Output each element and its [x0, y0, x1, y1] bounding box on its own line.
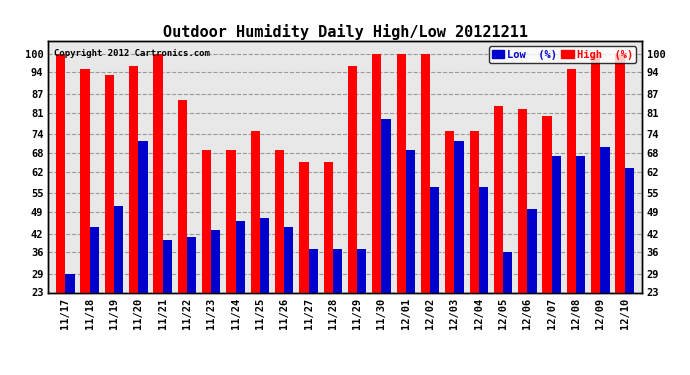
Bar: [275, 150, 284, 364]
Bar: [527, 209, 537, 364]
Bar: [552, 156, 561, 364]
Bar: [382, 119, 391, 364]
Bar: [542, 116, 552, 364]
Bar: [187, 237, 196, 364]
Bar: [299, 162, 308, 364]
Text: Copyright 2012 Cartronics.com: Copyright 2012 Cartronics.com: [55, 49, 210, 58]
Bar: [455, 141, 464, 364]
Bar: [178, 100, 187, 364]
Bar: [284, 227, 293, 364]
Bar: [226, 150, 235, 364]
Bar: [105, 75, 114, 364]
Bar: [372, 54, 382, 364]
Bar: [615, 54, 624, 364]
Bar: [260, 218, 269, 364]
Bar: [576, 156, 585, 364]
Bar: [624, 168, 634, 364]
Bar: [600, 147, 609, 364]
Bar: [591, 54, 600, 364]
Bar: [250, 131, 260, 364]
Bar: [445, 131, 455, 364]
Bar: [56, 54, 66, 364]
Title: Outdoor Humidity Daily High/Low 20121211: Outdoor Humidity Daily High/Low 20121211: [163, 24, 527, 40]
Bar: [421, 54, 430, 364]
Bar: [518, 110, 527, 364]
Bar: [129, 66, 138, 364]
Bar: [66, 274, 75, 364]
Bar: [81, 69, 90, 364]
Bar: [566, 69, 576, 364]
Bar: [479, 187, 488, 364]
Bar: [138, 141, 148, 364]
Bar: [494, 106, 503, 364]
Bar: [153, 54, 163, 364]
Bar: [348, 66, 357, 364]
Bar: [163, 240, 172, 364]
Bar: [430, 187, 440, 364]
Bar: [90, 227, 99, 364]
Bar: [397, 54, 406, 364]
Bar: [308, 249, 318, 364]
Bar: [114, 206, 124, 364]
Bar: [469, 131, 479, 364]
Bar: [503, 252, 512, 364]
Bar: [211, 231, 221, 364]
Bar: [333, 249, 342, 364]
Bar: [235, 221, 245, 364]
Bar: [357, 249, 366, 364]
Legend: Low  (%), High  (%): Low (%), High (%): [489, 46, 636, 63]
Bar: [324, 162, 333, 364]
Bar: [406, 150, 415, 364]
Bar: [202, 150, 211, 364]
